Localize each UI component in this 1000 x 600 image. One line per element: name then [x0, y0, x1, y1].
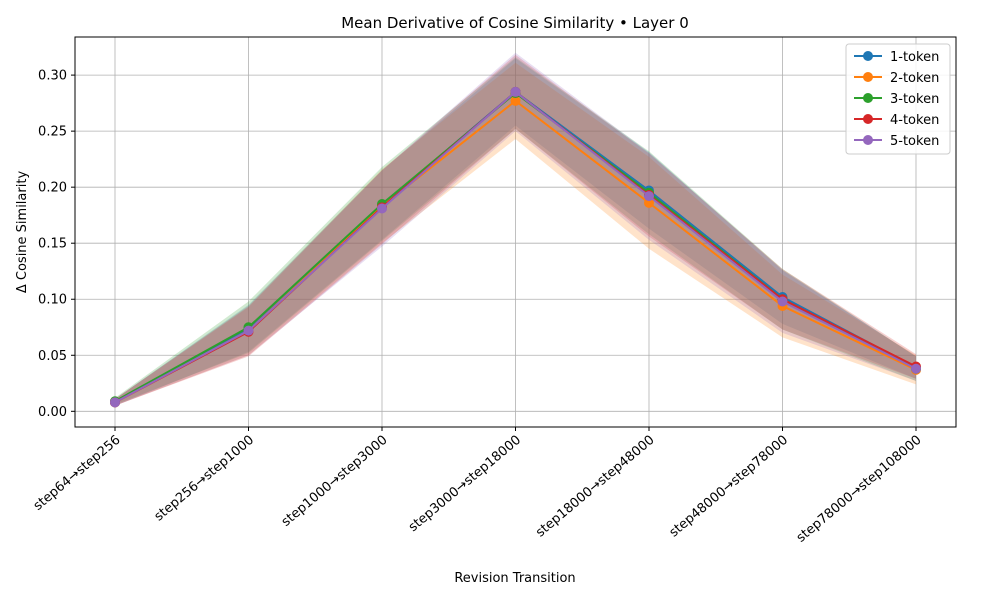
error-band: [115, 52, 916, 406]
legend: 1-token 2-token 3-token 4-token 5-token: [845, 43, 951, 155]
legend-marker: [863, 135, 873, 145]
y-axis-label: Δ Cosine Similarity: [15, 171, 30, 294]
error-band: [115, 58, 916, 406]
data-point: [377, 203, 387, 214]
chart-title: Mean Derivative of Cosine Similarity • L…: [341, 14, 689, 32]
y-tick-label: 0.05: [38, 349, 67, 364]
data-point: [243, 325, 254, 336]
y-tick-label: 0.00: [38, 405, 67, 420]
legend-marker: [863, 51, 873, 61]
data-point: [911, 363, 921, 374]
data-point: [110, 397, 120, 408]
error-band: [115, 57, 916, 405]
x-axis-label: Revision Transition: [454, 571, 575, 586]
legend-label: 2-token: [890, 71, 939, 86]
legend-label: 1-token: [890, 50, 939, 65]
legend-marker: [863, 114, 873, 124]
legend-marker: [863, 72, 873, 82]
legend-marker: [863, 93, 873, 103]
data-point: [644, 191, 654, 202]
y-tick-label: 0.15: [38, 237, 67, 252]
y-tick-label: 0.30: [38, 69, 67, 84]
error-band: [115, 62, 916, 406]
data-point: [510, 86, 521, 97]
legend-box: [845, 43, 951, 155]
error-bands: [115, 52, 916, 406]
y-tick-label: 0.20: [38, 181, 67, 196]
y-axis: 0.00 0.05 0.10 0.15 0.20 0.25 0.30: [38, 69, 75, 420]
y-tick-label: 0.10: [38, 293, 67, 308]
data-point: [510, 95, 521, 106]
legend-label: 3-token: [890, 92, 939, 107]
y-tick-label: 0.25: [38, 125, 67, 140]
data-point: [777, 296, 788, 307]
legend-label: 4-token: [890, 113, 939, 128]
legend-label: 5-token: [890, 134, 939, 149]
grid: [75, 37, 956, 427]
error-band: [115, 54, 916, 406]
series-lines: [110, 86, 921, 408]
